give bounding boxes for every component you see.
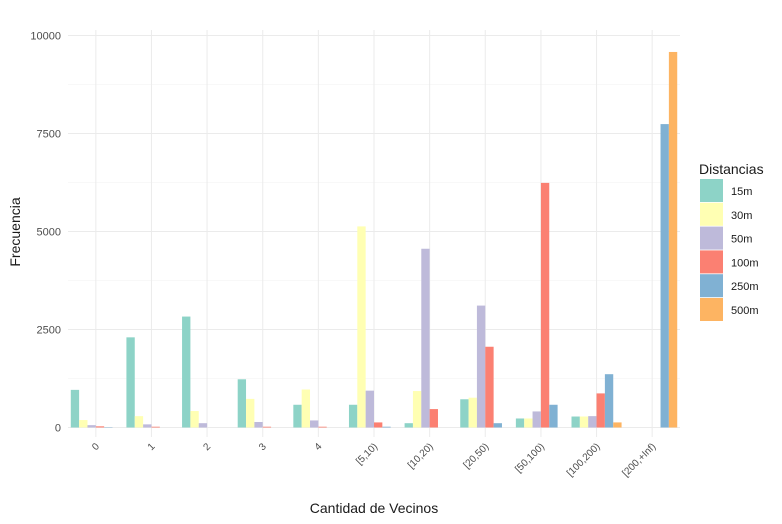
bar-15m-9 — [571, 416, 580, 428]
bar-15m-6 — [404, 423, 413, 428]
bar-30m-2 — [190, 411, 199, 428]
y-tick-label: 0 — [55, 423, 61, 435]
y-tick-label: 5000 — [37, 227, 61, 239]
legend-key-100m — [700, 250, 723, 274]
y-tick-label: 7500 — [37, 129, 61, 141]
legend-label-30m: 30m — [731, 210, 752, 222]
y-tick-label: 2500 — [37, 325, 61, 337]
legend-title: Distancias — [699, 161, 764, 177]
bar-100m-0 — [95, 426, 105, 428]
x-tick-label: [100,200) — [565, 441, 603, 479]
bar-15m-2 — [182, 316, 191, 428]
x-tick-label: 2 — [202, 441, 214, 453]
bar-500m-9 — [613, 422, 622, 428]
legend-label-15m: 15m — [731, 186, 752, 198]
bar-100m-7 — [485, 346, 494, 428]
bar-50m-6 — [421, 248, 430, 428]
bar-30m-4 — [301, 389, 311, 428]
legend-label-250m: 250m — [731, 281, 759, 293]
bar-500m-10 — [668, 51, 678, 428]
bar-50m-3 — [254, 422, 263, 428]
bar-250m-7 — [493, 423, 502, 428]
bar-250m-8 — [549, 404, 558, 428]
x-tick-label: [5,10) — [354, 441, 380, 467]
legend-label-500m: 500m — [731, 305, 759, 317]
bar-30m-8 — [524, 418, 533, 428]
bar-100m-1 — [151, 426, 160, 428]
bar-15m-3 — [237, 379, 247, 428]
bar-30m-0 — [79, 420, 88, 428]
legend-key-50m — [700, 226, 723, 250]
bar-250m-5 — [382, 426, 391, 428]
bar-50m-9 — [588, 416, 597, 428]
x-tick-label: [20,50) — [462, 441, 492, 471]
x-axis-ticks: 0 1 2 3 4 [5,10) [10,20) [20,50) [50,100) [100,20… — [90, 441, 658, 479]
x-tick-label: 0 — [90, 441, 102, 453]
y-axis-title: Frecuencia — [7, 197, 23, 266]
bar-250m-10 — [660, 124, 669, 428]
bar-50m-7 — [476, 305, 486, 428]
x-tick-label: 4 — [313, 441, 325, 453]
bar-15m-7 — [460, 399, 469, 428]
y-axis-ticks: 0 2500 5000 7500 10000 — [30, 31, 61, 435]
bar-30m-6 — [412, 391, 422, 428]
bar-15m-8 — [515, 418, 525, 428]
bar-100m-8 — [540, 182, 550, 428]
bar-30m-7 — [468, 397, 477, 428]
legend-label-50m: 50m — [731, 234, 752, 246]
legend-key-15m — [700, 179, 723, 202]
bar-50m-2 — [198, 423, 208, 428]
bar-50m-4 — [310, 420, 319, 428]
x-tick-label: [50,100) — [513, 441, 547, 475]
bar-100m-4 — [318, 426, 327, 428]
legend-label-100m: 100m — [731, 257, 759, 269]
bar-30m-5 — [357, 226, 366, 428]
bar-50m-1 — [143, 424, 152, 428]
bars — [70, 51, 678, 428]
bar-100m-9 — [596, 393, 605, 428]
bar-100m-6 — [429, 409, 438, 428]
bar-15m-4 — [293, 404, 302, 428]
bar-15m-5 — [348, 404, 358, 428]
x-axis-title: Cantidad de Vecinos — [310, 500, 438, 516]
bar-15m-0 — [70, 389, 80, 428]
bar-50m-8 — [532, 411, 541, 428]
x-tick-label: 1 — [146, 441, 158, 453]
x-tick-label: [200,+Inf) — [620, 441, 658, 479]
legend-key-250m — [700, 274, 723, 298]
x-tick-label: [10,20) — [406, 441, 436, 471]
bar-30m-1 — [134, 416, 144, 428]
grid-lines — [68, 30, 680, 437]
bar-50m-5 — [365, 390, 374, 428]
legend-key-30m — [700, 202, 723, 226]
bar-100m-3 — [262, 426, 272, 428]
bar-30m-3 — [246, 398, 255, 428]
bar-15m-1 — [126, 337, 135, 428]
x-tick-label: 3 — [257, 441, 269, 453]
y-tick-label: 10000 — [30, 31, 61, 43]
legend: Distancias 15m 30m 50m 100m 250m 500m — [699, 161, 764, 321]
bar-100m-5 — [374, 422, 383, 428]
bar-250m-9 — [604, 374, 614, 428]
bar-50m-0 — [87, 425, 96, 428]
legend-key-500m — [700, 298, 723, 321]
bar-30m-9 — [579, 416, 589, 428]
